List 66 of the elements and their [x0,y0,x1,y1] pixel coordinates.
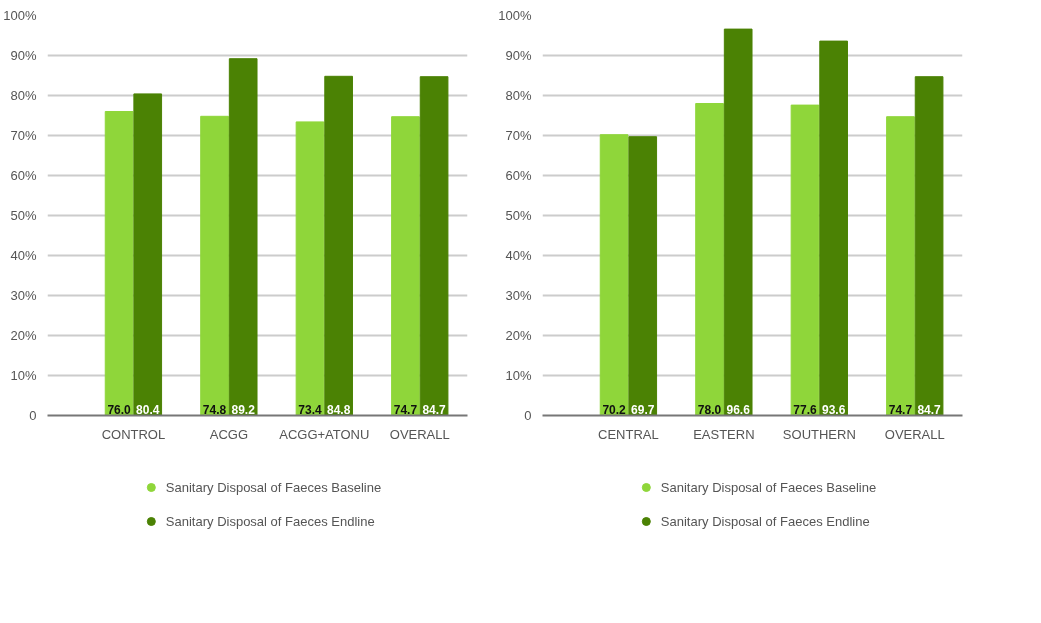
y-tick-label: 40% [505,248,532,263]
y-tick-label: 30% [505,288,532,303]
legend-label: Sanitary Disposal of Faeces Baseline [165,479,382,495]
y-tick-label: 90% [505,48,532,63]
data-label: 74.7 [888,402,913,417]
legend-label: Sanitary Disposal of Faeces Baseline [660,479,877,495]
y-tick-label: 60% [10,168,37,183]
x-tick-label: SOUTHERN [782,426,856,442]
bar [104,111,134,416]
data-label: 73.4 [298,402,322,417]
y-tick-label: 100% [498,8,532,23]
y-tick-label: 70% [505,128,532,143]
bar [599,134,629,416]
data-label: 74.8 [202,402,227,417]
y-tick-label: 100% [3,8,37,23]
x-tick-label: CONTROL [101,426,166,442]
y-tick-label: 10% [505,368,532,383]
y-tick-label: 40% [10,248,37,263]
bar [391,116,420,416]
data-label: 84.7 [422,402,447,417]
y-tick-label: 20% [505,328,532,343]
bar [324,75,353,416]
bar [695,103,724,416]
y-tick-label: 60% [505,168,532,183]
bar [723,28,753,416]
y-tick-label: 0 [29,408,37,423]
data-label: 69.7 [631,402,655,417]
bar [790,104,820,416]
data-label: 80.4 [136,402,160,417]
bar [228,58,258,416]
bar [819,40,848,416]
y-tick-label: 50% [10,208,37,223]
data-label: 76.0 [107,402,132,417]
y-tick-label: 70% [10,128,37,143]
y-tick-label: 80% [505,88,532,103]
data-label: 89.2 [231,402,256,417]
data-label: 96.6 [726,402,751,417]
bar [419,76,449,416]
y-tick-label: 30% [10,288,37,303]
data-label: 78.0 [697,402,722,417]
data-label: 93.6 [821,402,846,417]
x-tick-label: ACGG+ATONU [279,426,370,442]
y-tick-label: 50% [505,208,532,223]
bar [886,116,915,416]
data-label: 70.2 [602,402,627,417]
legend-label: Sanitary Disposal of Faeces Endline [165,513,375,529]
y-tick-label: 10% [10,368,37,383]
data-label: 77.6 [793,402,817,417]
x-tick-label: ACGG [209,426,249,442]
bar [628,136,658,416]
x-tick-label: OVERALL [884,426,945,442]
y-tick-label: 0 [524,408,532,423]
data-label: 74.7 [393,402,418,417]
legend-label: Sanitary Disposal of Faeces Endline [660,513,870,529]
bar [133,93,163,416]
x-tick-label: CENTRAL [598,426,659,442]
y-tick-label: 80% [10,88,37,103]
data-label: 84.8 [326,402,351,417]
y-tick-label: 90% [10,48,37,63]
bar [295,121,325,416]
bar [914,76,944,416]
x-tick-label: OVERALL [389,426,450,442]
y-tick-label: 20% [10,328,37,343]
bar [200,115,229,416]
x-tick-label: EASTERN [693,426,755,442]
data-label: 84.7 [917,402,942,417]
